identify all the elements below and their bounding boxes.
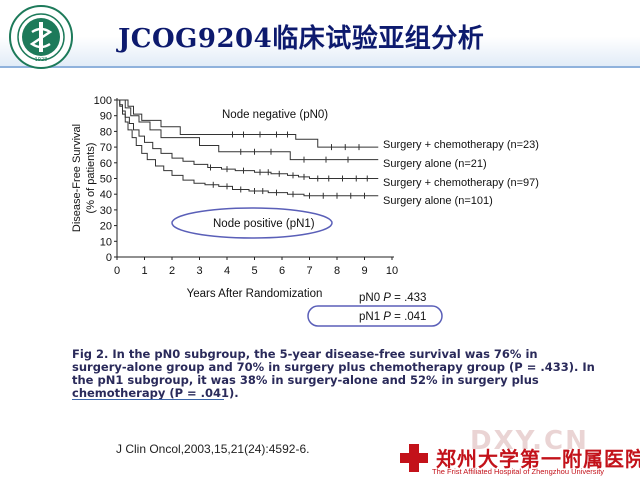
caption-line-4: chemotherapy (P = .041). (72, 386, 239, 400)
caption-line-2: surgery-alone group and 70% in surgery p… (72, 360, 595, 374)
y-tick-label: 40 (100, 189, 112, 201)
legend-label-3: Surgery + chemotherapy (n=97) (383, 177, 539, 189)
survival-chart: 0 10 20 30 40 50 60 70 80 90 100 0 1 2 3 4 5 6 7 8 9 10 Years… (71, 95, 539, 327)
legend-label-2: Surgery alone (n=21) (383, 158, 487, 170)
y-tick-label: 100 (94, 95, 112, 107)
x-tick-label: 8 (334, 265, 340, 277)
y-tick-label: 20 (100, 221, 112, 233)
y-tick-label: 30 (100, 205, 112, 217)
y-tick-label: 70 (100, 142, 112, 154)
series-line-4 (117, 99, 379, 197)
header-bar (0, 0, 640, 68)
caption-line-3: the pN1 subgroup, it was 38% in surgery-… (72, 373, 539, 387)
caption-underline (72, 399, 224, 400)
p-value-pn0: pN0 P = .433 (359, 292, 426, 304)
series-line-3 (117, 99, 379, 179)
x-tick-label: 7 (306, 265, 312, 277)
chart-curves (117, 99, 379, 199)
y-tick-label: 0 (106, 252, 112, 264)
y-tick-label: 90 (100, 111, 112, 123)
y-tick-label: 10 (100, 236, 112, 248)
pn1-highlight-ellipse (171, 207, 333, 239)
p-value-box: pN0 P = .433 pN1 P = .041 (307, 292, 443, 327)
legend-label-1: Surgery + chemotherapy (n=23) (383, 139, 539, 151)
chart-labels: Years After Randomization Disease-Free Su… (71, 109, 539, 300)
x-tick-label: 3 (196, 265, 202, 277)
red-cross-icon (400, 444, 428, 472)
group-label-pn1: Node positive (pN1) (213, 218, 315, 230)
group-label-pn0: Node negative (pN0) (222, 109, 328, 121)
slide-title: JCOG9204临床试验亚组分析 (118, 24, 485, 54)
series-line-2 (117, 99, 379, 161)
chart-ticks: 0 10 20 30 40 50 60 70 80 90 100 0 1 2 3 4 5 6 7 8 9 10 (94, 95, 398, 277)
pn1-p-value-highlight (307, 305, 443, 327)
x-tick-label: 5 (251, 265, 257, 277)
x-tick-label: 10 (386, 265, 398, 277)
x-axis-label: Years After Randomization (187, 288, 323, 300)
series-line-1 (117, 99, 379, 148)
x-tick-label: 6 (279, 265, 285, 277)
x-tick-label: 4 (224, 265, 230, 277)
legend-label-4: Surgery alone (n=101) (383, 195, 493, 207)
logo-year: 1928 (35, 57, 48, 63)
y-tick-label: 80 (100, 126, 112, 138)
x-tick-label: 0 (114, 265, 120, 277)
p-value-pn1: pN1 P = .041 (359, 311, 426, 323)
hospital-logo-icon: 1928 (9, 5, 73, 69)
y-tick-label: 60 (100, 158, 112, 170)
watermark: DXY.CN (470, 426, 589, 456)
caption-line-1: Fig 2. In the pN0 subgroup, the 5-year d… (72, 347, 538, 361)
hospital-name: 郑州大学第一附属医院 (436, 447, 640, 471)
y-axis-label-line-2: (% of patients) (85, 143, 97, 214)
x-tick-label: 1 (141, 265, 147, 277)
citation: J Clin Oncol,2003,15,21(24):4592-6. (116, 442, 310, 456)
chart-axes (116, 98, 394, 258)
x-tick-label: 9 (361, 265, 367, 277)
y-axis-label-line-1: Disease-Free Survival (71, 124, 83, 232)
y-tick-label: 50 (100, 174, 112, 186)
x-tick-label: 2 (169, 265, 175, 277)
hospital-name-en: The Frist Affiliated Hospital of Zhengzh… (432, 467, 605, 476)
